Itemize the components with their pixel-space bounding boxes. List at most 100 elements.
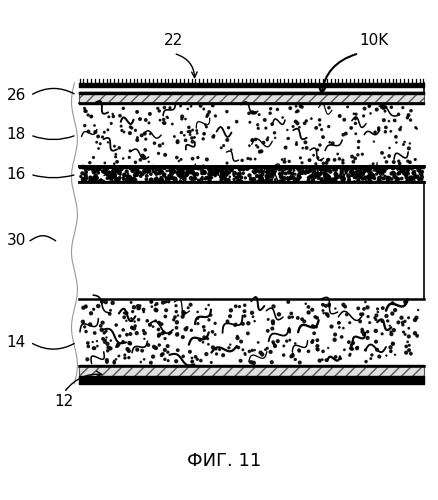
Point <box>103 164 110 172</box>
Point <box>271 134 278 142</box>
Point <box>345 178 352 186</box>
Point <box>352 174 359 182</box>
Point <box>120 309 127 317</box>
Point <box>123 317 130 325</box>
Point <box>308 322 315 330</box>
Point <box>325 104 332 112</box>
Point <box>99 168 106 175</box>
Point <box>276 170 283 178</box>
Point <box>107 336 114 344</box>
Point <box>280 158 287 166</box>
Point <box>152 169 159 177</box>
Point <box>145 341 152 349</box>
Point <box>343 166 350 174</box>
Point <box>176 170 183 178</box>
Point <box>113 176 120 184</box>
Point <box>223 318 230 326</box>
Point <box>359 170 366 178</box>
Point <box>159 298 166 306</box>
Point <box>258 350 265 358</box>
Point <box>268 172 275 180</box>
Point <box>365 102 372 110</box>
Point <box>193 126 200 134</box>
Point <box>184 164 191 172</box>
Point <box>252 142 259 150</box>
Point <box>286 328 293 336</box>
Point <box>91 164 98 172</box>
Point <box>379 166 386 173</box>
Text: 12: 12 <box>54 394 74 409</box>
Point <box>309 151 316 159</box>
Point <box>82 108 89 116</box>
Point <box>293 176 300 184</box>
Point <box>93 337 100 345</box>
Point <box>403 157 410 165</box>
Point <box>410 170 417 178</box>
Point <box>283 134 290 142</box>
Point <box>294 165 301 173</box>
Point <box>126 339 133 347</box>
Point <box>298 315 305 323</box>
Point <box>340 346 347 354</box>
Point <box>247 358 254 366</box>
Point <box>316 164 323 172</box>
Point <box>333 164 340 172</box>
Point <box>295 170 302 178</box>
Point <box>371 128 378 136</box>
Point <box>146 321 153 329</box>
Point <box>181 172 188 180</box>
Point <box>380 154 387 162</box>
Point <box>264 176 271 184</box>
Point <box>353 170 360 178</box>
Point <box>223 159 230 167</box>
Point <box>389 326 396 334</box>
Point <box>371 327 378 335</box>
Point <box>358 326 365 334</box>
Point <box>151 178 158 186</box>
Point <box>413 332 420 340</box>
Point <box>351 172 358 180</box>
Point <box>188 358 195 366</box>
Point <box>180 308 187 316</box>
Point <box>269 302 276 310</box>
Point <box>374 177 381 185</box>
Point <box>255 110 262 118</box>
Point <box>147 176 154 184</box>
Point <box>129 308 136 316</box>
Point <box>373 305 380 313</box>
Point <box>328 176 336 184</box>
Point <box>359 165 366 173</box>
Point <box>392 174 399 182</box>
Point <box>230 170 237 178</box>
Point <box>149 322 156 330</box>
Point <box>319 306 326 314</box>
Point <box>270 168 277 175</box>
Point <box>264 134 271 141</box>
Point <box>279 114 286 122</box>
Point <box>278 166 285 173</box>
Point <box>263 174 270 182</box>
Point <box>340 116 347 124</box>
Point <box>130 174 137 182</box>
Point <box>179 352 186 360</box>
Point <box>351 130 358 138</box>
Point <box>226 173 233 181</box>
Point <box>385 174 392 182</box>
Point <box>178 164 185 172</box>
Point <box>288 170 295 178</box>
Point <box>374 124 381 132</box>
Point <box>339 300 346 308</box>
Point <box>388 310 395 318</box>
Point <box>185 164 192 172</box>
Point <box>310 322 317 330</box>
Point <box>292 140 299 148</box>
Point <box>189 138 196 145</box>
Point <box>391 306 398 314</box>
Point <box>410 316 417 324</box>
Point <box>339 156 346 164</box>
Point <box>385 144 392 152</box>
Point <box>132 165 139 173</box>
Point <box>286 174 293 182</box>
Point <box>117 170 124 178</box>
Point <box>311 174 318 182</box>
